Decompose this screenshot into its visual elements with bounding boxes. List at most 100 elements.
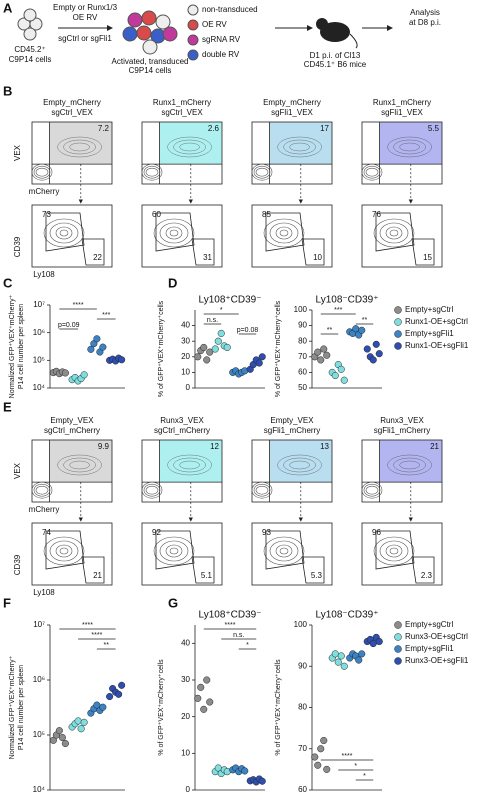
density-contour	[373, 536, 415, 566]
plot-title: sgFli1_VEX	[271, 108, 313, 117]
plot-title: sgCtrl_mCherry	[44, 426, 100, 435]
y-axis-label: % of GFP⁺VEX⁺mCherry⁺cells	[158, 659, 165, 756]
density-contour	[361, 481, 383, 499]
y-tick-label: 100	[294, 305, 308, 314]
panel-label: A	[3, 0, 13, 15]
density-contour	[159, 540, 189, 562]
mouse-tail	[349, 33, 358, 49]
label: at D8 p.i.	[409, 18, 441, 27]
density-contour	[59, 547, 69, 555]
density-contour	[253, 165, 271, 179]
gate-value: 73	[42, 210, 51, 219]
density-contour	[365, 167, 379, 177]
label: D1 p.i. of Cl13	[310, 51, 361, 60]
data-point	[115, 690, 123, 698]
data-point	[331, 371, 339, 380]
y-tick-label: 40	[181, 638, 190, 647]
y-tick-label: 10⁶	[33, 328, 45, 337]
y-tick-label: 10⁷	[33, 620, 45, 629]
data-point	[241, 767, 249, 775]
data-point	[334, 658, 342, 666]
density-contour	[153, 536, 195, 566]
density-contour	[57, 136, 102, 158]
label: double RV	[202, 50, 240, 59]
density-contour	[363, 165, 381, 179]
y-tick-label: 40	[181, 321, 190, 330]
y-axis-label: P14 cell number per spleen	[18, 304, 25, 389]
data-point	[74, 717, 82, 725]
density-contour	[55, 544, 73, 558]
data-point	[369, 640, 377, 648]
y-tick-label: 20	[181, 712, 190, 721]
panel-label: D	[168, 275, 177, 290]
gate-value: 60	[152, 210, 161, 219]
gate	[191, 238, 215, 266]
panel-label: B	[3, 83, 12, 98]
data-point	[337, 652, 345, 660]
density-contour	[289, 460, 310, 470]
data-point	[355, 656, 363, 664]
data-point	[61, 739, 69, 748]
significance-label: **	[362, 317, 368, 324]
axis-label: VEX	[13, 462, 22, 479]
significance-label: *	[246, 642, 249, 649]
gate-value: 2.6	[208, 124, 220, 133]
density-contour	[31, 481, 53, 499]
y-tick-label: 0	[186, 383, 191, 392]
plot-title: Runx3_VEX	[380, 416, 424, 425]
legend-marker	[394, 318, 402, 326]
data-point	[203, 676, 211, 684]
y-axis-label: % of GFP⁺VEX⁺mCherry⁺cells	[275, 300, 282, 397]
axis-label: Ly108	[33, 588, 55, 597]
data-point	[317, 745, 325, 753]
data-point	[372, 340, 380, 348]
data-point	[118, 681, 126, 689]
data-point	[258, 353, 266, 361]
gate	[155, 212, 195, 252]
plot-frame	[251, 121, 333, 185]
mouse	[320, 22, 350, 42]
plot-frame	[251, 204, 333, 268]
y-tick-label: 60	[298, 368, 307, 377]
axis-label: mCherry	[29, 505, 60, 514]
legend-label: Empty+sgCtrl	[405, 620, 453, 629]
gate-value: 85	[262, 210, 271, 219]
data-point	[255, 359, 263, 367]
data-point	[206, 698, 214, 706]
panel-label: E	[3, 399, 12, 414]
y-tick-label: 70	[298, 352, 307, 361]
mouse	[316, 18, 328, 30]
gate-value: 15	[423, 253, 432, 262]
gate	[375, 212, 415, 252]
density-contour	[393, 139, 426, 155]
cell	[29, 17, 43, 31]
axis-label: CD39	[13, 554, 22, 575]
plot-title: Runx1_mCherry	[153, 98, 211, 107]
gate	[191, 556, 215, 584]
data-point	[311, 753, 319, 761]
data-point	[369, 356, 377, 364]
cell	[23, 27, 37, 41]
cell	[23, 8, 37, 22]
axis-label: Ly108	[33, 270, 55, 279]
data-point	[323, 765, 331, 773]
gate-value: 12	[210, 442, 219, 451]
label: OE RV	[202, 20, 227, 29]
gate	[375, 530, 415, 570]
density-contour	[387, 454, 432, 476]
gate	[265, 530, 305, 570]
cell	[122, 26, 138, 42]
legend-label: Empty+sgFli1	[405, 329, 454, 338]
density-contour	[33, 165, 51, 179]
y-tick-label: 10⁴	[33, 383, 46, 392]
y-tick-label: 80	[298, 703, 307, 712]
significance-label: ****	[91, 632, 102, 639]
label: sgRNA RV	[202, 35, 241, 44]
density-contour	[387, 136, 432, 158]
legend-label: Runx1-OE+sgFli1	[405, 341, 469, 350]
y-tick-label: 100	[294, 620, 308, 629]
plot-frame	[361, 522, 443, 586]
data-point	[99, 343, 107, 351]
plot-frame	[141, 204, 223, 268]
y-axis-label: % of GFP⁺VEX⁺mCherry⁺cells	[158, 300, 165, 397]
